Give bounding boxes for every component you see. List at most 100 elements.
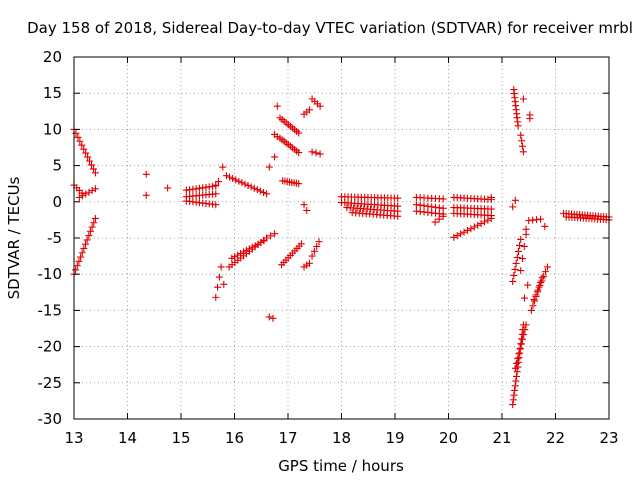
data-point (439, 212, 447, 220)
data-point (521, 326, 529, 334)
data-point (316, 102, 324, 110)
data-point (514, 247, 522, 255)
data-point (514, 122, 522, 130)
data-point (229, 175, 237, 183)
y-tick-label: -30 (38, 410, 63, 428)
y-tick-label: -15 (38, 301, 63, 319)
x-tick-label: 18 (332, 429, 351, 447)
data-point (90, 219, 98, 227)
data-point (260, 188, 268, 196)
data-point (219, 163, 227, 171)
data-point (217, 263, 225, 271)
data-point (265, 313, 273, 321)
data-point (91, 214, 99, 222)
x-tick-label: 19 (385, 429, 404, 447)
y-tick-label: -10 (38, 265, 63, 283)
data-point (519, 142, 527, 150)
data-point (89, 165, 97, 173)
data-point (88, 161, 96, 169)
data-point (267, 232, 275, 240)
data-point (73, 262, 81, 270)
data-point (226, 173, 234, 181)
data-point (530, 296, 538, 304)
data-point (72, 266, 80, 274)
x-tick-label: 14 (118, 429, 137, 447)
data-point (215, 273, 223, 281)
data-point (74, 133, 82, 141)
data-point (522, 321, 530, 329)
data-point (450, 233, 458, 241)
data-point (254, 240, 262, 248)
data-point (308, 252, 316, 260)
data-point (518, 137, 526, 145)
data-point (212, 201, 220, 209)
data-point (244, 181, 252, 189)
data-point (517, 267, 525, 275)
data-point (511, 265, 519, 273)
data-point (535, 283, 543, 291)
data-point (435, 215, 443, 223)
data-point (511, 196, 519, 204)
data-point (238, 179, 246, 187)
data-point (263, 234, 271, 242)
data-point (527, 306, 535, 314)
data-point (212, 293, 220, 301)
data-point (303, 206, 311, 214)
data-point (517, 235, 525, 243)
y-tick-label: 10 (43, 120, 62, 138)
data-point (512, 259, 520, 267)
y-axis-label: SDTVAR / TECUs (5, 176, 23, 299)
data-point (305, 106, 313, 114)
data-point (91, 185, 99, 193)
data-point (78, 141, 86, 149)
data-point (86, 227, 94, 235)
data-point (522, 225, 530, 233)
data-point (519, 255, 527, 263)
y-tick-label: 0 (52, 193, 62, 211)
data-point (509, 396, 517, 404)
data-point (532, 291, 540, 299)
data-point (534, 286, 542, 294)
data-point (308, 148, 316, 156)
data-point (315, 238, 323, 246)
data-point (257, 238, 265, 246)
data-point (516, 345, 524, 353)
data-point (235, 177, 243, 185)
data-point (524, 281, 532, 289)
data-point (86, 157, 94, 165)
x-tick-label: 21 (492, 429, 511, 447)
data-point (487, 214, 495, 222)
data-point (295, 149, 303, 157)
data-point (250, 184, 258, 192)
data-point (237, 250, 245, 258)
data-point (80, 244, 88, 252)
y-tick-label: 15 (43, 84, 62, 102)
data-point (516, 241, 524, 249)
data-point (85, 188, 93, 196)
data-point (271, 153, 279, 161)
data-point (517, 131, 525, 139)
data-point (519, 148, 527, 156)
data-point (263, 190, 271, 198)
data-point (312, 149, 320, 157)
data-point (538, 277, 546, 285)
data-point (517, 340, 525, 348)
data-point (82, 240, 90, 248)
data-point (88, 223, 96, 231)
data-point (310, 247, 318, 255)
data-point (253, 186, 261, 194)
data-point (529, 302, 537, 310)
data-point (537, 215, 545, 223)
data-point (519, 335, 527, 343)
data-point (487, 193, 495, 201)
data-point (300, 201, 308, 209)
data-point (265, 163, 273, 171)
data-point (78, 249, 86, 257)
data-point (467, 225, 475, 233)
data-point (543, 263, 551, 271)
x-tick-label: 17 (278, 429, 297, 447)
data-point (80, 145, 88, 153)
data-point (509, 277, 517, 285)
data-point (316, 150, 324, 158)
